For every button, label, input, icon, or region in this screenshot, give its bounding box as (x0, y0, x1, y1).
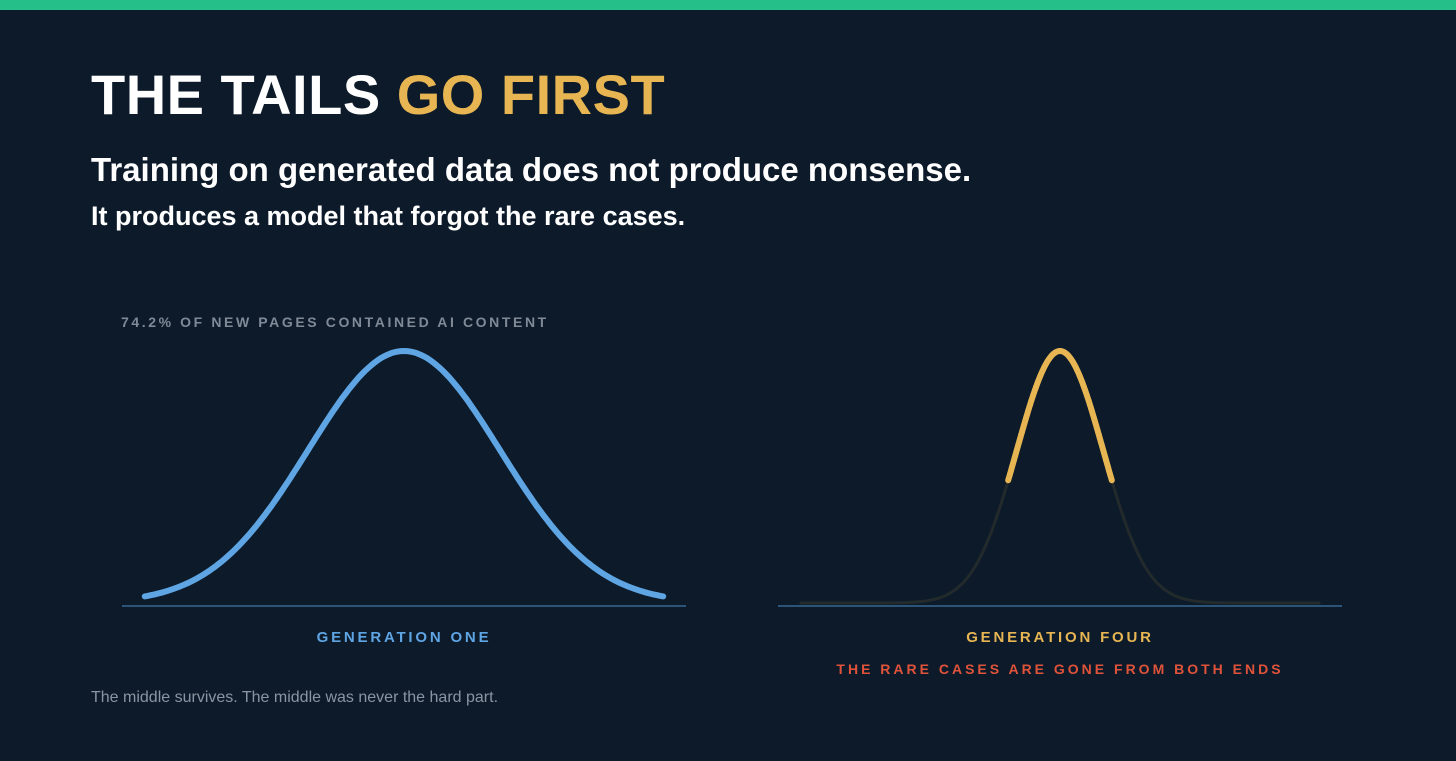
top-accent-bar (0, 0, 1456, 10)
curve-generation-one (141, 348, 667, 600)
page-title: THE TAILS GO FIRST (91, 62, 665, 128)
rare-cases-note: THE RARE CASES ARE GONE FROM BOTH ENDS (836, 661, 1284, 677)
subtitle-line-1: Training on generated data does not prod… (91, 151, 972, 188)
subtitle-line-2: It produces a model that forgot the rare… (91, 201, 686, 231)
curve-generation-four-left-tail (799, 478, 1010, 605)
stat-label: 74.2% OF NEW PAGES CONTAINED AI CONTENT (121, 314, 549, 330)
title-accent: GO FIRST (396, 63, 666, 126)
label-generation-one: GENERATION ONE (316, 629, 492, 646)
label-generation-four: GENERATION FOUR (966, 629, 1154, 646)
curve-generation-four-core (1005, 348, 1115, 484)
title-main: THE TAILS (91, 63, 397, 126)
curve-generation-four-right-tail (1110, 478, 1321, 605)
footnote: The middle survives. The middle was neve… (91, 689, 499, 706)
